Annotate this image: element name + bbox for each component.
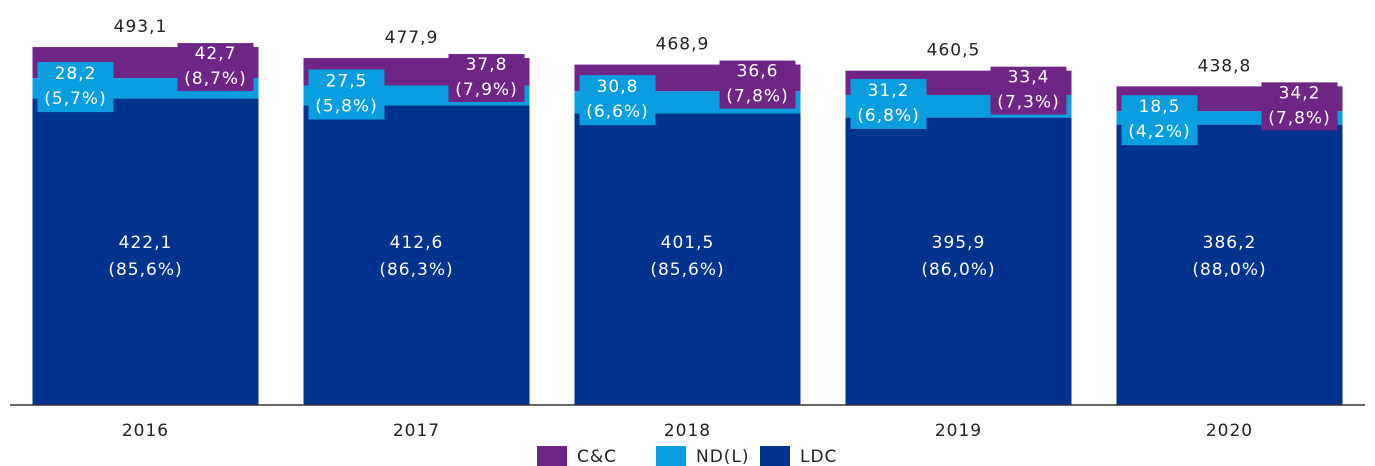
- legend-swatch: [537, 446, 567, 466]
- legend-swatch: [656, 446, 686, 466]
- x-tick-label: 2019: [935, 421, 982, 441]
- value-label: 36,6: [737, 62, 779, 82]
- share-label: (6,6%): [586, 102, 648, 122]
- value-label: 18,5: [1139, 97, 1181, 117]
- bar-segment: [1116, 124, 1343, 405]
- value-label: 27,5: [326, 71, 368, 91]
- label-box: [308, 69, 385, 120]
- share-label: (5,8%): [315, 96, 377, 116]
- bar-segment: [845, 117, 1072, 405]
- legend-swatch: [760, 446, 790, 466]
- x-tick-label: 2017: [393, 421, 440, 441]
- label-box: [1121, 95, 1198, 146]
- value-label: 33,4: [1008, 68, 1050, 88]
- share-label: (86,0%): [921, 260, 995, 280]
- share-label: (5,7%): [44, 89, 106, 109]
- bar-segment: [32, 98, 259, 406]
- total-label: 460,5: [927, 41, 981, 61]
- x-tick-label: 2020: [1206, 421, 1253, 441]
- share-label: (7,3%): [997, 93, 1059, 113]
- share-label: (7,8%): [726, 87, 788, 107]
- value-label: 30,8: [597, 77, 639, 97]
- value-label: 395,9: [932, 233, 986, 253]
- value-label: 37,8: [466, 55, 508, 75]
- share-label: (7,9%): [455, 80, 517, 100]
- bar-segment: [303, 105, 530, 406]
- label-box: [579, 75, 656, 126]
- total-label: 477,9: [385, 28, 439, 48]
- label-box: [990, 66, 1067, 115]
- share-label: (85,6%): [108, 260, 182, 280]
- value-label: 31,2: [868, 81, 910, 101]
- x-tick-label: 2018: [664, 421, 711, 441]
- share-label: (8,7%): [184, 69, 246, 89]
- label-box: [448, 54, 525, 103]
- total-label: 493,1: [114, 17, 168, 37]
- x-tick-label: 2016: [122, 421, 169, 441]
- value-label: 401,5: [661, 233, 715, 253]
- label-box: [37, 62, 114, 113]
- value-label: 34,2: [1279, 83, 1321, 103]
- label-box: [177, 43, 254, 92]
- legend-label: LDC: [800, 447, 837, 466]
- value-label: 28,2: [55, 64, 97, 84]
- total-label: 438,8: [1198, 56, 1252, 76]
- share-label: (6,8%): [857, 106, 919, 126]
- value-label: 42,7: [195, 44, 237, 64]
- share-label: (4,2%): [1128, 122, 1190, 142]
- label-box: [1261, 82, 1338, 131]
- total-label: 468,9: [656, 35, 710, 55]
- share-label: (7,8%): [1268, 108, 1330, 128]
- share-label: (88,0%): [1192, 260, 1266, 280]
- label-box: [850, 78, 927, 129]
- legend-label: ND(L): [696, 447, 750, 466]
- value-label: 412,6: [390, 233, 444, 253]
- value-label: 422,1: [119, 233, 173, 253]
- value-label: 386,2: [1203, 233, 1257, 253]
- share-label: (85,6%): [650, 260, 724, 280]
- bar-segment: [574, 113, 801, 406]
- share-label: (86,3%): [379, 260, 453, 280]
- legend-label: C&C: [577, 447, 617, 466]
- label-box: [719, 60, 796, 109]
